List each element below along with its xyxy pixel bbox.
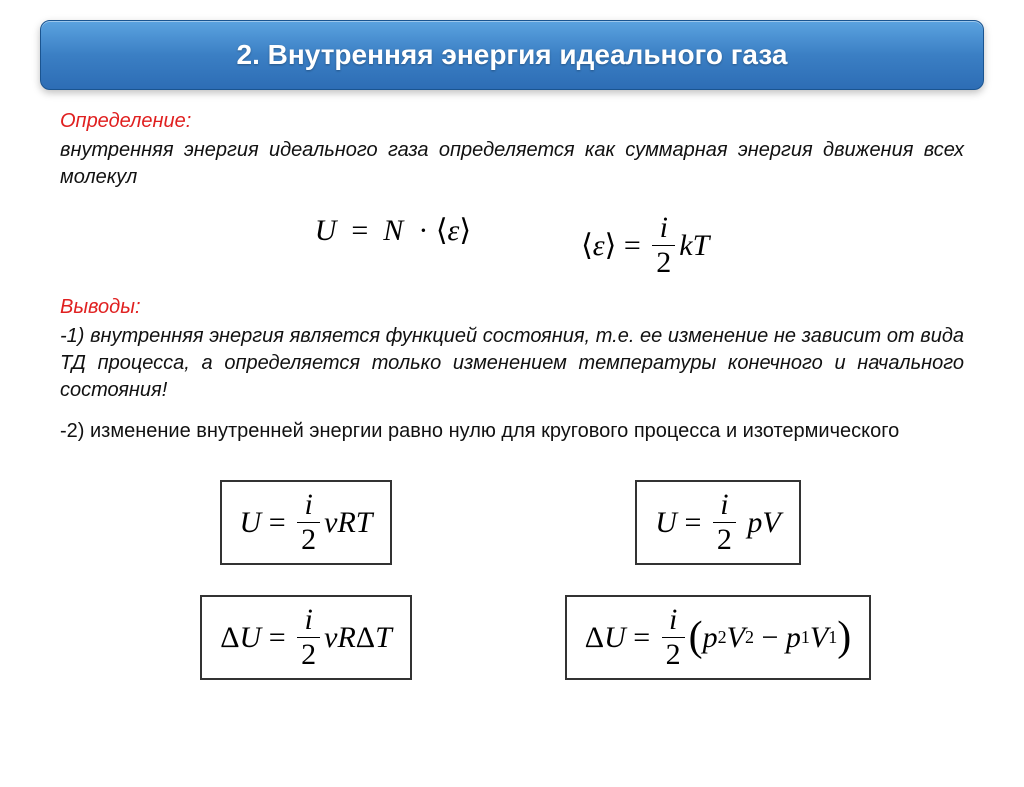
- conclusion-1: -1) внутренняя энергия является функцией…: [60, 323, 964, 404]
- conclusions-label: Выводы:: [60, 296, 964, 319]
- formula-U-ivRT: U = i 2 νRT: [220, 480, 393, 565]
- definition-label: Определение:: [60, 110, 964, 133]
- definition-text: внутренняя энергия идеального газа опред…: [60, 137, 964, 191]
- formula-eps-eq-ikT: ⟨ε⟩ = i 2 kT: [581, 213, 709, 278]
- formula-U-eq-N-eps: U = N · ⟨ε⟩: [315, 213, 471, 278]
- formula-dU-ivRdT: ΔU = i 2 νRΔT: [200, 595, 412, 680]
- conclusion-2: -2) изменение внутренней энергии равно н…: [60, 418, 964, 445]
- formula-U-ipV: U = i 2 pV: [635, 480, 800, 565]
- slide-title: 2. Внутренняя энергия идеального газа: [61, 39, 963, 71]
- inline-formula-row: U = N · ⟨ε⟩ ⟨ε⟩ = i 2 kT: [60, 213, 964, 278]
- title-bar: 2. Внутренняя энергия идеального газа: [40, 20, 984, 90]
- content-area: Определение: внутренняя энергия идеально…: [0, 90, 1024, 680]
- formula-dU-ipV-diff: ΔU = i 2 ( p2V2 − p1V1 ): [565, 595, 871, 680]
- boxed-formula-grid: U = i 2 νRT U = i 2 pV ΔU = i 2: [60, 480, 964, 680]
